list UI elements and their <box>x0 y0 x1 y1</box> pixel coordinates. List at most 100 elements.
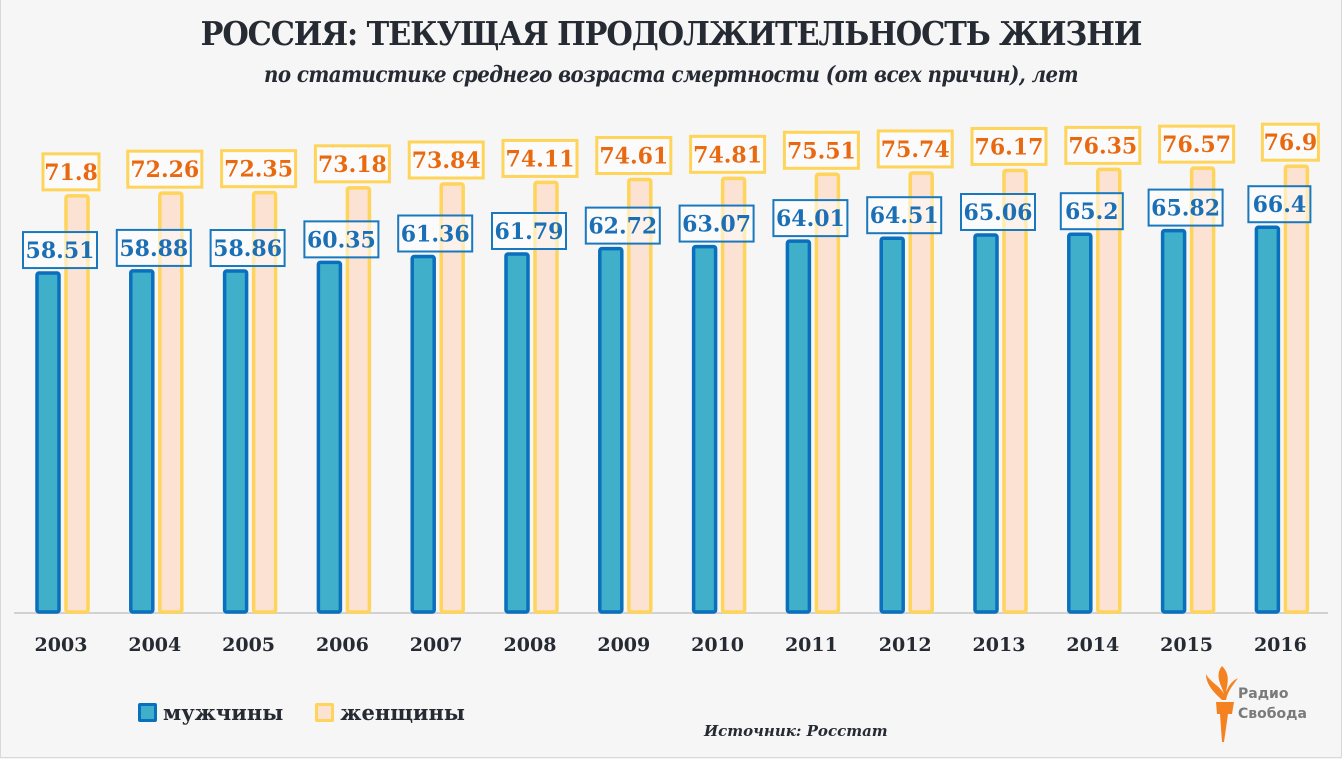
bar-men-2003 <box>35 271 61 614</box>
chart-subtitle: по статистике среднего возраста смертнос… <box>264 62 1079 88</box>
data-label-men-2016: 66.4 <box>1253 192 1307 218</box>
bar-men-2004 <box>129 269 155 614</box>
data-label-men-2003: 58.51 <box>26 238 95 264</box>
data-label-men-2009: 62.72 <box>588 214 657 240</box>
label-box-men-2003 <box>22 231 98 270</box>
source-note: Источник: Росстат <box>704 722 888 740</box>
bar-women-2014 <box>1096 167 1122 614</box>
data-label-women-2014: 76.35 <box>1068 133 1137 159</box>
bar-men-2007 <box>410 254 436 614</box>
x-tick-label-2013: 2013 <box>973 634 1026 656</box>
legend: мужчины женщины <box>138 700 489 725</box>
data-label-men-2005: 58.86 <box>213 236 282 262</box>
label-box-women-2014 <box>1064 125 1142 165</box>
label-box-women-2008 <box>501 138 579 178</box>
bar-men-2011 <box>785 239 812 614</box>
bar-women-2003 <box>64 194 90 614</box>
x-tick-label-2007: 2007 <box>410 634 463 656</box>
x-tick-label-2005: 2005 <box>222 634 275 656</box>
data-label-women-2012: 75.74 <box>881 137 950 163</box>
logo-text: Радио Свобода <box>1238 684 1307 724</box>
x-tick-label-2015: 2015 <box>1160 634 1213 656</box>
label-box-women-2004 <box>126 149 204 189</box>
legend-item-men: мужчины <box>138 700 283 725</box>
bar-women-2015 <box>1189 166 1216 614</box>
data-label-men-2011: 64.01 <box>776 206 845 232</box>
data-label-men-2015: 65.82 <box>1151 196 1220 222</box>
data-label-women-2008: 74.11 <box>506 146 575 172</box>
x-tick-label-2006: 2006 <box>316 634 369 656</box>
label-box-men-2014 <box>1059 192 1124 231</box>
bar-men-2016 <box>1254 225 1281 614</box>
label-box-men-2007 <box>397 214 474 253</box>
label-box-women-2003 <box>41 152 101 192</box>
bar-women-2013 <box>1002 168 1028 614</box>
data-label-men-2008: 61.79 <box>495 219 564 245</box>
bar-women-2006 <box>345 186 372 614</box>
label-box-men-2005 <box>209 229 286 268</box>
x-tick-label-2003: 2003 <box>35 634 88 656</box>
bar-men-2015 <box>1160 228 1187 614</box>
data-label-women-2006: 73.18 <box>318 152 387 178</box>
data-label-women-2016: 76.9 <box>1264 130 1318 156</box>
data-label-women-2009: 74.61 <box>599 144 668 170</box>
data-label-women-2015: 76.57 <box>1162 132 1231 158</box>
label-box-men-2013 <box>960 193 1036 232</box>
x-tick-label-2009: 2009 <box>597 634 650 656</box>
label-box-men-2006 <box>303 220 380 259</box>
data-label-men-2004: 58.88 <box>119 236 188 262</box>
chart-title: РОССИЯ: ТЕКУЩАЯ ПРОДОЛЖИТЕЛЬНОСТЬ ЖИЗНИ <box>200 14 1143 53</box>
label-box-women-2010 <box>689 134 767 174</box>
bar-men-2013 <box>973 233 999 614</box>
bar-women-2007 <box>439 182 465 614</box>
logo-line-2: Свобода <box>1238 706 1307 722</box>
x-tick-label-2014: 2014 <box>1066 634 1119 656</box>
data-label-women-2003: 71.8 <box>44 160 98 186</box>
label-box-men-2015 <box>1147 188 1224 227</box>
label-box-men-2009 <box>584 206 661 245</box>
data-label-women-2007: 73.84 <box>412 148 481 174</box>
bar-women-2004 <box>158 191 184 614</box>
label-box-women-2006 <box>313 144 391 184</box>
data-label-men-2010: 63.07 <box>682 212 751 238</box>
x-tick-label-2011: 2011 <box>785 634 838 656</box>
bar-men-2009 <box>598 246 624 614</box>
bar-men-2010 <box>691 244 718 614</box>
data-label-men-2012: 64.51 <box>870 203 939 229</box>
data-label-men-2013: 65.06 <box>964 200 1033 226</box>
x-tick-label-2012: 2012 <box>879 634 932 656</box>
legend-swatch-women <box>315 703 335 722</box>
bar-women-2010 <box>720 176 747 614</box>
bar-men-2005 <box>222 269 249 614</box>
label-box-men-2016 <box>1247 185 1312 224</box>
label-box-women-2012 <box>876 129 954 169</box>
legend-swatch-men <box>138 703 157 722</box>
legend-label-women: женщины <box>340 700 465 725</box>
x-tick-label-2004: 2004 <box>128 634 181 656</box>
torch-logo-icon <box>1206 666 1238 742</box>
data-label-women-2005: 72.35 <box>224 157 293 183</box>
x-tick-label-2010: 2010 <box>691 634 744 656</box>
bar-women-2008 <box>533 180 559 614</box>
data-label-men-2007: 61.36 <box>401 221 470 247</box>
data-label-women-2013: 76.17 <box>975 134 1044 160</box>
bar-chart: 71.8 58.51 72.26 58.88 72.35 58.86 73.18 60.35 7… <box>14 122 1328 656</box>
bar-men-2014 <box>1067 232 1093 614</box>
bar-women-2016 <box>1283 164 1310 614</box>
label-box-men-2012 <box>866 196 943 235</box>
label-box-men-2004 <box>115 228 192 267</box>
legend-item-women: женщины <box>315 700 465 725</box>
bar-women-2009 <box>627 177 653 614</box>
data-label-women-2011: 75.51 <box>787 138 856 164</box>
label-box-women-2013 <box>970 126 1048 166</box>
data-label-men-2006: 60.35 <box>307 227 376 253</box>
x-tick-label-2008: 2008 <box>504 634 557 656</box>
label-box-women-2011 <box>782 130 860 170</box>
label-box-men-2008 <box>491 212 567 251</box>
label-box-women-2005 <box>220 149 298 189</box>
logo-line-1: Радио <box>1238 686 1289 702</box>
data-label-women-2010: 74.81 <box>693 142 762 168</box>
bar-men-2012 <box>879 236 905 614</box>
label-box-men-2010 <box>678 204 755 243</box>
label-box-women-2015 <box>1158 124 1236 164</box>
